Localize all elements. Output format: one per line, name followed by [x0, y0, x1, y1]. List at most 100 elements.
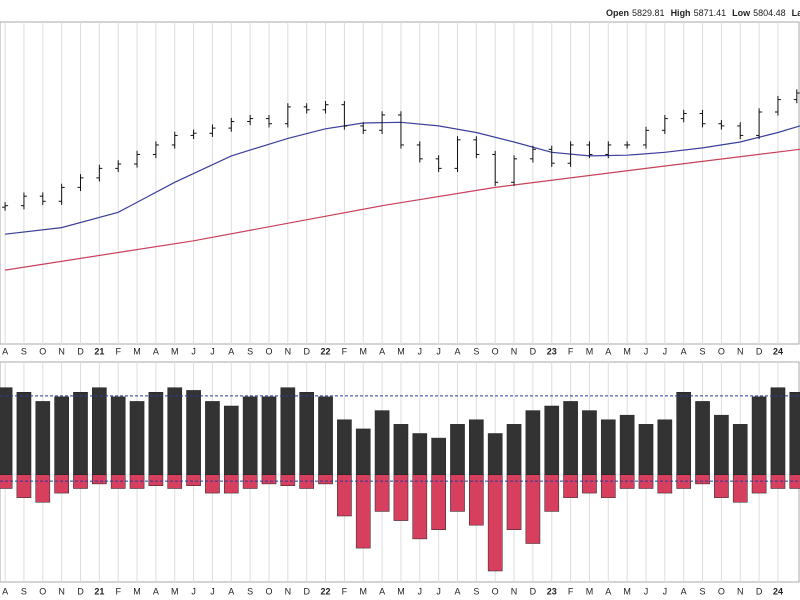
x-tick-label: A: [228, 346, 234, 356]
indicator-bar: [714, 474, 729, 498]
indicator-bar: [16, 392, 32, 475]
x-tick-label: N: [58, 346, 65, 356]
x-tick-label: J: [644, 586, 649, 596]
indicator-bar: [205, 474, 220, 494]
header-value: 5871.41: [694, 8, 727, 18]
x-tick-label: 22: [321, 346, 331, 356]
x-tick-label: O: [718, 586, 725, 596]
x-tick-label: M: [171, 586, 179, 596]
indicator-bar: [487, 433, 503, 475]
indicator-bar: [412, 474, 428, 540]
x-tick-label: D: [303, 346, 310, 356]
x-tick-label: A: [2, 346, 8, 356]
x-tick-label: O: [492, 346, 499, 356]
indicator-bar: [525, 474, 541, 544]
indicator-bar: [544, 474, 560, 512]
indicator-bar: [280, 474, 296, 486]
x-tick-label: A: [379, 586, 385, 596]
indicator-bar: [92, 387, 107, 475]
indicator-bar: [676, 474, 692, 489]
x-tick-label: D: [756, 346, 763, 356]
x-tick-label: A: [681, 586, 687, 596]
indicator-bar: [0, 387, 13, 475]
header-label: High: [671, 8, 691, 18]
indicator-bar: [732, 424, 748, 476]
header-label: Last: [792, 8, 800, 18]
indicator-bar: [16, 474, 32, 498]
x-tick-label: D: [303, 586, 310, 596]
x-tick-label: M: [133, 586, 141, 596]
indicator-bar: [393, 474, 409, 521]
indicator-bar: [280, 387, 296, 475]
indicator-bar: [714, 414, 729, 475]
x-tick-label: N: [511, 586, 518, 596]
indicator-bar: [54, 474, 69, 494]
indicator-bar: [337, 474, 352, 517]
x-tick-label: A: [153, 586, 159, 596]
x-tick-label: N: [285, 586, 292, 596]
indicator-bar: [261, 396, 277, 476]
x-tick-label: A: [379, 346, 385, 356]
x-tick-label: M: [171, 346, 179, 356]
x-tick-label: M: [359, 586, 367, 596]
indicator-bar: [431, 474, 446, 530]
x-tick-label: S: [700, 346, 706, 356]
indicator-bar: [186, 474, 201, 486]
x-tick-label: F: [568, 586, 574, 596]
x-tick-label: F: [342, 346, 348, 356]
x-tick-label: O: [718, 346, 725, 356]
x-tick-label: A: [2, 586, 8, 596]
indicator-bar: [695, 474, 710, 485]
x-tick-label: 23: [547, 346, 557, 356]
indicator-bar: [205, 401, 220, 475]
x-tick-label: J: [191, 586, 196, 596]
x-tick-label: S: [21, 346, 27, 356]
x-tick-label: M: [397, 346, 405, 356]
indicator-bar: [487, 474, 503, 572]
indicator-bar: [600, 474, 616, 498]
x-tick-label: M: [586, 586, 594, 596]
indicator-bar: [695, 401, 710, 475]
indicator-bar: [638, 424, 654, 476]
indicator-bar: [789, 392, 800, 475]
indicator-bar: [299, 392, 315, 475]
x-tick-label: 21: [94, 586, 104, 596]
indicator-bar: [148, 474, 164, 486]
x-tick-label: A: [605, 586, 611, 596]
x-tick-label: J: [663, 346, 668, 356]
indicator-bar: [110, 474, 126, 489]
indicator-bar: [374, 474, 390, 512]
x-tick-label: S: [21, 586, 27, 596]
header-label: Open: [606, 8, 629, 18]
indicator-bar: [355, 474, 371, 549]
indicator-bar: [186, 390, 201, 475]
indicator-bar: [110, 396, 126, 476]
x-tick-label: M: [623, 586, 631, 596]
indicator-bar: [393, 424, 409, 476]
indicator-bar: [676, 392, 692, 475]
x-tick-label: D: [530, 346, 537, 356]
indicator-bar: [261, 474, 277, 485]
x-tick-label: D: [530, 586, 537, 596]
indicator-bar: [469, 474, 484, 526]
x-tick-label: O: [492, 586, 499, 596]
indicator-bar: [431, 437, 446, 476]
indicator-bar: [223, 405, 239, 475]
x-tick-label: F: [568, 346, 574, 356]
indicator-bar: [544, 405, 560, 475]
x-tick-label: J: [418, 586, 423, 596]
indicator-bar: [167, 387, 183, 475]
indicator-bar: [770, 387, 786, 475]
indicator-bar: [582, 410, 597, 476]
x-tick-label: D: [77, 346, 84, 356]
indicator-bar: [657, 474, 673, 494]
x-tick-label: D: [756, 586, 763, 596]
indicator-bar: [751, 396, 767, 476]
x-tick-label: J: [418, 346, 423, 356]
x-tick-label: A: [681, 346, 687, 356]
x-tick-label: F: [115, 346, 121, 356]
indicator-bar: [374, 410, 390, 476]
indicator-bar: [469, 419, 484, 475]
